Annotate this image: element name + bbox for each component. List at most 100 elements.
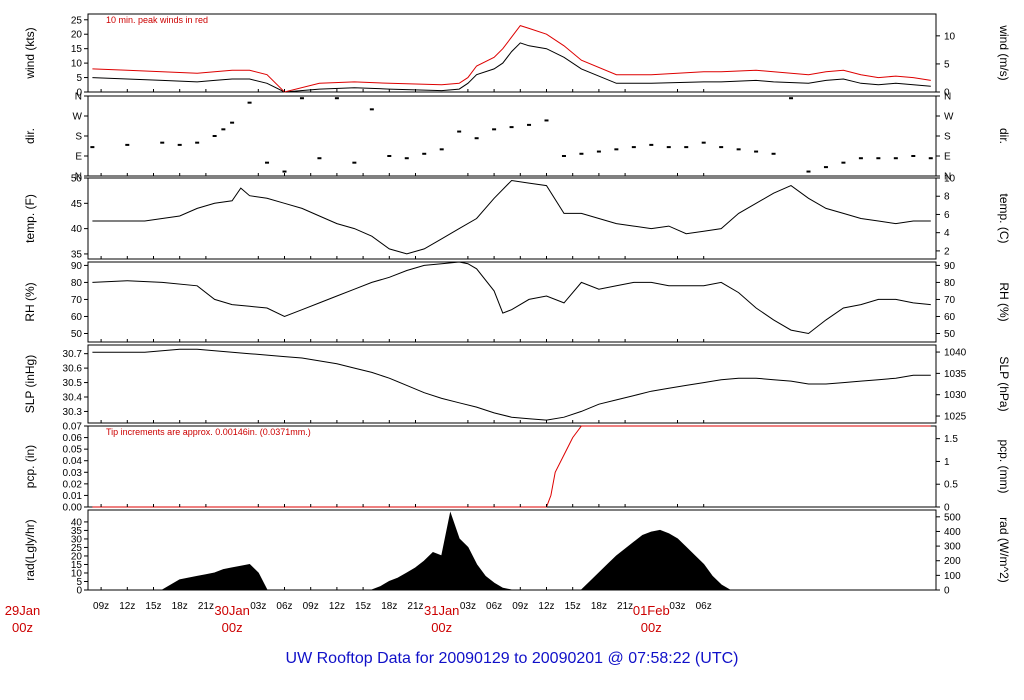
dir-point [684,146,689,149]
ytick-label-right: 10 [944,174,956,185]
day-hour-label: 00z [12,620,33,635]
ytick-label-right: 0 [944,503,950,514]
ytick-label-right: 0 [944,586,950,597]
ytick-label: 5 [76,577,82,588]
ytick-label-right: 0.5 [944,480,958,491]
xtick-label: 03z [669,601,685,612]
ytick-label-right: 6 [944,210,950,221]
panel-frame-SLP [87,344,937,424]
xtick-label: 15z [145,601,161,612]
ytick-label: 30 [71,534,83,545]
dir-point [299,97,304,100]
ytick-label: 10 [71,59,83,70]
ytick-label: S [75,132,82,143]
panel-frame-RH [87,261,937,343]
ytick-label: 0.05 [63,445,83,456]
panel-frame-pcp [87,425,937,508]
ytick-label-right: E [944,152,951,163]
annotation-wind: 10 min. peak winds in red [106,15,208,25]
dir-point [858,157,863,160]
dir-point [265,161,270,164]
ytick-label: 35 [71,249,83,260]
day-label: 01Feb [633,603,670,618]
ylabel-wind: wind (kts) [23,27,37,79]
ytick-label: 0.00 [63,503,83,514]
dir-point [177,143,182,146]
series-line-RH [92,261,931,335]
dir-point [457,130,462,133]
ytick-label: 0.04 [63,456,83,467]
ytick-label: 25 [71,15,83,26]
dir-point [666,146,671,149]
ylabel-dir: dir. [23,128,37,144]
dir-point [631,146,636,149]
dir-point [160,141,165,144]
chart-title: UW Rooftop Data for 20090129 to 20090201… [285,650,739,667]
dir-point [230,121,235,124]
ytick-label-right: 300 [944,542,961,553]
dir-point [928,157,933,160]
ylabel-SLP: SLP (inHg) [23,355,37,413]
ylabel-right-wind: wind (m/s) [997,24,1011,80]
dir-point [544,119,549,122]
xtick-label: 09z [93,601,109,612]
dir-point [876,157,881,160]
ytick-label-right: 50 [944,329,956,340]
ytick-label-right: 2 [944,246,950,257]
ytick-label-right: 1030 [944,390,967,401]
ytick-label-right: 400 [944,527,961,538]
xtick-label: 06z [276,601,292,612]
xtick-label: 12z [329,601,345,612]
ytick-label: 40 [71,517,83,528]
dir-point [614,148,619,151]
ytick-label: 80 [71,278,83,289]
dir-point [387,155,392,157]
annotation-pcp: Tip increments are approx. 0.00146in. (0… [106,427,311,437]
ytick-label: N [75,172,82,183]
dir-point [736,148,741,151]
ytick-label-right: 8 [944,192,950,203]
ytick-label: 30.7 [63,349,83,360]
xtick-label: 09z [303,601,319,612]
ytick-label: 40 [71,224,83,235]
ytick-label-right: 1 [944,457,950,468]
dir-point [369,108,374,111]
ytick-label: 0.01 [63,491,83,502]
dir-point [649,143,654,146]
ylabel-RH: RH (%) [23,282,37,321]
ytick-label: 5 [76,73,82,84]
panel-frame-temp [87,177,937,260]
ytick-label: 15 [71,560,83,571]
ytick-label: 70 [71,295,83,306]
dir-point [701,141,706,144]
series-line-wind-0 [92,42,931,93]
xtick-label: 21z [198,601,214,612]
ytick-label: 0.03 [63,468,83,479]
xtick-label: 03z [250,601,266,612]
ytick-label: 30.6 [63,364,83,375]
ytick-label: N [75,92,82,103]
dir-point [247,101,252,104]
day-hour-label: 00z [431,620,452,635]
dir-point [221,128,226,131]
dir-point [334,97,339,100]
dir-point [806,170,811,173]
dir-point [771,152,776,155]
ytick-label: 60 [71,312,83,323]
day-label: 30Jan [214,603,249,618]
day-hour-label: 00z [222,620,243,635]
series-line-SLP [92,348,931,421]
xtick-label: 09z [512,601,528,612]
ytick-label-right: S [944,132,951,143]
dir-point [509,126,514,129]
ytick-label-right: 1035 [944,369,967,380]
dir-point [754,150,759,153]
dir-point [841,161,846,164]
ytick-label-right: 200 [944,556,961,567]
ytick-label: 0 [76,586,82,597]
xtick-label: 06z [486,601,502,612]
ytick-label: 30.3 [63,407,83,418]
ytick-label: 50 [71,174,83,185]
ytick-label-right: 60 [944,312,956,323]
ytick-label-right: W [944,112,954,123]
